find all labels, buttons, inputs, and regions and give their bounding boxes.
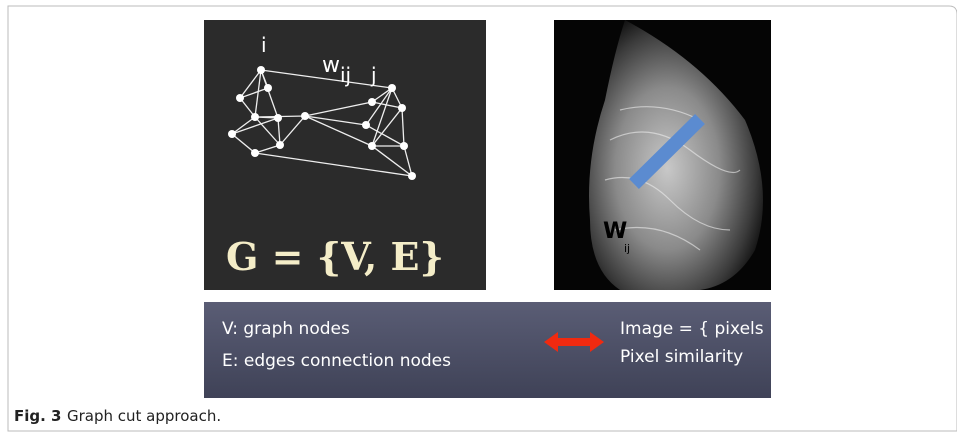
tissue	[604, 106, 741, 251]
node-label: i	[261, 33, 267, 57]
legend-text: Pixel similarity	[620, 347, 743, 367]
frame	[7, 5, 957, 432]
legend-bar	[204, 302, 771, 398]
graph-nodes	[228, 66, 416, 180]
legend-text: V: graph nodes	[222, 319, 350, 339]
weight-label: w	[322, 53, 340, 78]
similarity-line	[629, 114, 705, 189]
legend-text: Image = { pixels }	[620, 319, 780, 339]
legend-text: E: edges connection nodes	[222, 351, 451, 371]
formula: G = {V, E}	[226, 234, 444, 279]
weight-label: W	[603, 219, 627, 244]
graph-panel	[204, 20, 486, 290]
node-label: j	[370, 63, 377, 87]
weight-subscript: ij	[340, 63, 351, 87]
caption-text: Graph cut approach.	[67, 407, 221, 425]
weight-subscript: ij	[624, 242, 630, 255]
double-arrow	[544, 332, 604, 352]
mammogram	[589, 20, 763, 290]
caption-label: Fig. 3	[14, 407, 61, 425]
